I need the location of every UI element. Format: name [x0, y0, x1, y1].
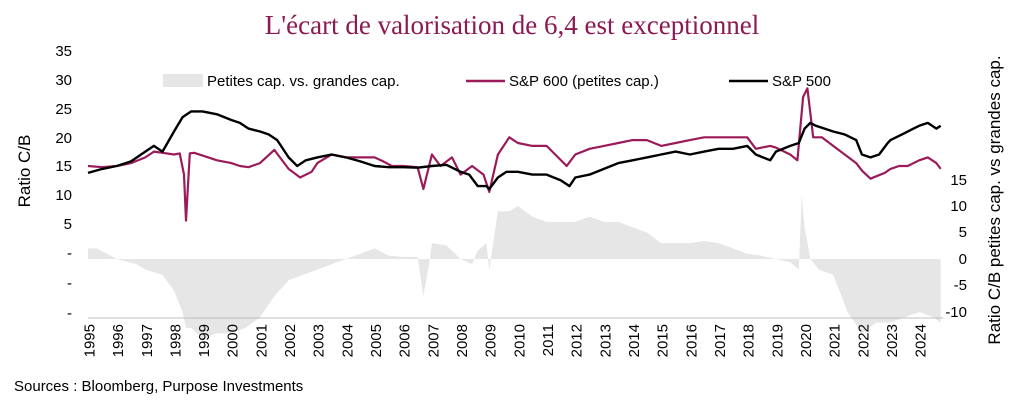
- legend-swatch-spread: [163, 74, 203, 87]
- left-tick-label: 35: [55, 43, 72, 60]
- left-tick-label: 25: [55, 101, 72, 118]
- x-tick-label: 2021: [827, 324, 844, 357]
- x-tick-label: 1995: [81, 324, 98, 357]
- x-tick-label: 1999: [196, 324, 213, 357]
- legend-label-sp600: S&P 600 (petites cap.): [509, 73, 659, 90]
- source-note: Sources : Bloomberg, Purpose Investments: [14, 378, 304, 395]
- x-tick-label: 2007: [425, 324, 442, 357]
- left-axis-title: Ratio C/B: [15, 135, 34, 208]
- x-tick-label: 2022: [855, 324, 872, 357]
- x-tick-label: 2008: [454, 324, 471, 357]
- right-tick-label: -5: [954, 277, 967, 294]
- x-tick-label: 2002: [282, 324, 299, 357]
- x-tick-label: 2023: [884, 324, 901, 357]
- x-tick-label: 2016: [683, 324, 700, 357]
- left-tick-label: -: [67, 245, 72, 262]
- x-tick-label: 2003: [311, 324, 328, 357]
- x-tick-label: 2015: [655, 324, 672, 357]
- x-tick-label: 2012: [569, 324, 586, 357]
- x-tick-label: 2014: [626, 324, 643, 357]
- right-tick-label: 0: [959, 251, 967, 268]
- legend-label-sp500: S&P 500: [772, 73, 831, 90]
- x-tick-label: 2020: [798, 324, 815, 357]
- left-tick-label: 15: [55, 158, 72, 175]
- x-tick-label: 1998: [167, 324, 184, 357]
- spread-area: [88, 195, 941, 339]
- x-tick-label: 2018: [741, 324, 758, 357]
- right-tick-label: 10: [950, 198, 967, 215]
- x-tick-label: 2019: [769, 324, 786, 357]
- left-tick-label: 10: [55, 187, 72, 204]
- chart-title: L'écart de valorisation de 6,4 est excep…: [264, 10, 760, 40]
- sp500-line: [87, 110, 942, 191]
- x-tick-label: 2009: [483, 324, 500, 357]
- x-tick-label: 2000: [225, 324, 242, 357]
- right-tick-label: 15: [950, 172, 967, 189]
- x-tick-label: 1996: [110, 324, 127, 357]
- left-tick-label: 20: [55, 130, 72, 147]
- x-tick-label: 2006: [397, 324, 414, 357]
- right-axis-title: Ratio C/B petites cap. vs grandes cap.: [985, 55, 1004, 344]
- x-tick-label: 2017: [712, 324, 729, 357]
- left-tick-label: 5: [64, 216, 72, 233]
- x-tick-label: 2005: [368, 324, 385, 357]
- legend-label-spread: Petites cap. vs. grandes cap.: [207, 73, 400, 90]
- x-tick-label: 2024: [913, 324, 930, 357]
- x-tick-label: 2001: [253, 324, 270, 357]
- sp600-line: [87, 87, 942, 222]
- x-tick-label: 2013: [597, 324, 614, 357]
- left-tick-label: 30: [55, 72, 72, 89]
- x-tick-label: 2011: [540, 324, 557, 356]
- right-tick-label: 5: [959, 224, 967, 241]
- x-tick-label: 2010: [511, 324, 528, 357]
- x-tick-label: 2004: [339, 324, 356, 357]
- left-tick-label: -: [67, 275, 72, 292]
- right-tick-label: -10: [945, 304, 967, 321]
- x-tick-label: 1997: [139, 324, 156, 357]
- left-tick-label: -: [67, 305, 72, 322]
